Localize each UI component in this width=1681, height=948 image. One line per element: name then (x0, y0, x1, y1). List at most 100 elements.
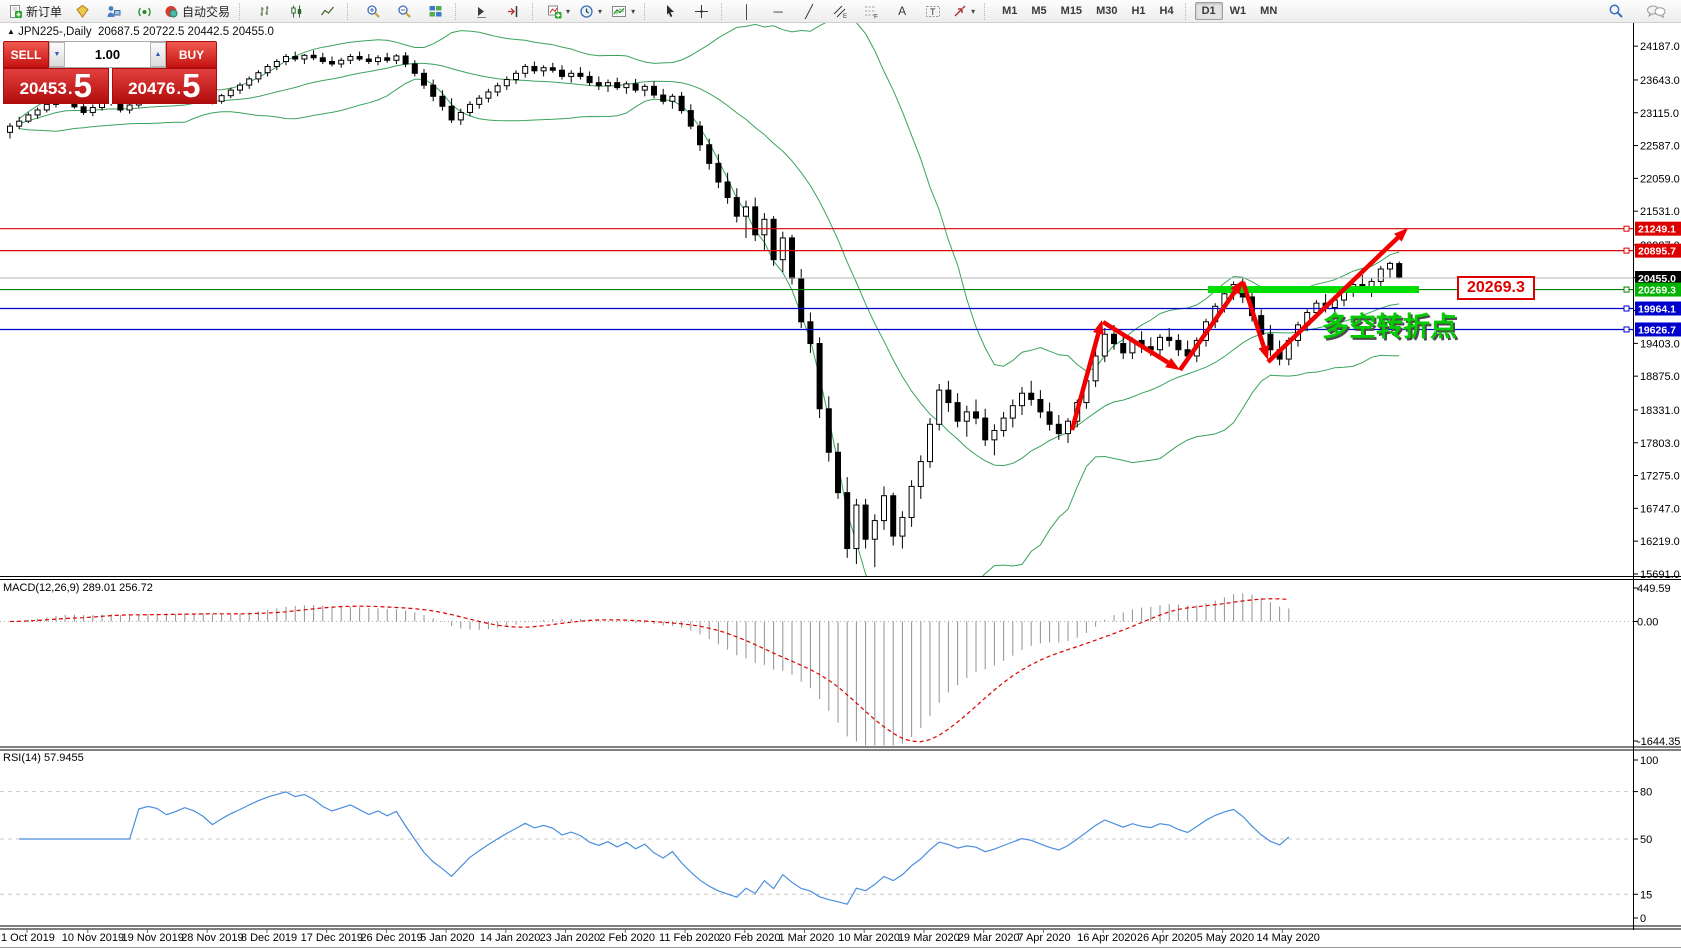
svg-text:F: F (874, 13, 878, 19)
toolbar-separator (644, 3, 651, 20)
timeframe-w1[interactable]: W1 (1223, 2, 1254, 20)
svg-text:23643.0: 23643.0 (1640, 75, 1680, 87)
cursor-button[interactable] (655, 0, 685, 22)
timeframe-m1[interactable]: M1 (995, 2, 1024, 20)
zoom-in-button[interactable] (358, 0, 388, 22)
turning-point-annotation[interactable]: 多空转折点 (1322, 305, 1457, 344)
chat-icon (1646, 4, 1666, 19)
chart-shift-button[interactable] (497, 0, 527, 22)
sell-price-dot: . (68, 77, 73, 101)
toolbar-separator (532, 3, 539, 20)
volume-increase-button[interactable]: ▲ (150, 42, 166, 67)
hline-handle[interactable] (1624, 327, 1629, 332)
timeframe-d1[interactable]: D1 (1195, 2, 1223, 20)
svg-text:20895.7: 20895.7 (1638, 246, 1676, 258)
date-label: 5 Jan 2020 (420, 932, 474, 944)
date-label: 14 Jan 2020 (480, 932, 541, 944)
bar-chart-button[interactable] (250, 0, 280, 22)
indicators-button[interactable]: ▾ (543, 0, 574, 22)
tile-windows-button[interactable] (420, 0, 450, 22)
volume-decrease-button[interactable]: ▼ (49, 42, 65, 67)
timeframe-h4[interactable]: H4 (1153, 2, 1181, 20)
svg-text:0.00: 0.00 (1637, 616, 1658, 628)
periods-button[interactable]: ▾ (575, 0, 606, 22)
new-order-label: 新订单 (26, 3, 62, 20)
svg-text:19964.1: 19964.1 (1638, 304, 1676, 316)
fibonacci-icon: F (863, 4, 879, 19)
new-order-button[interactable]: 新订单 (4, 0, 66, 22)
zoom-out-button[interactable] (389, 0, 419, 22)
channel-button[interactable]: E (825, 0, 855, 22)
svg-text:17275.0: 17275.0 (1640, 471, 1680, 483)
hline-handle[interactable] (1624, 226, 1629, 231)
auto-scroll-icon (474, 4, 489, 19)
templates-icon (611, 4, 627, 19)
svg-text:24187.0: 24187.0 (1640, 41, 1680, 53)
terminal-button[interactable] (98, 0, 128, 22)
timeframe-m30[interactable]: M30 (1089, 2, 1124, 20)
line-chart-icon (320, 4, 335, 19)
text-button[interactable]: A (887, 0, 917, 22)
date-label: 8 Dec 2019 (241, 932, 297, 944)
text-label-button[interactable]: T (918, 0, 948, 22)
hline-handle[interactable] (1624, 306, 1629, 311)
search-icon (1608, 3, 1624, 19)
date-label: 17 Dec 2019 (301, 932, 363, 944)
volume-input[interactable] (65, 42, 150, 67)
buy-button[interactable]: BUY (166, 41, 217, 68)
toolbar-separator (1185, 3, 1192, 20)
arrows-icon (953, 4, 967, 18)
line-chart-button[interactable] (312, 0, 342, 22)
buy-price-dot: . (176, 77, 181, 101)
svg-text:20269.3: 20269.3 (1638, 285, 1676, 297)
zoom-in-icon (366, 4, 381, 19)
indicators-icon (547, 4, 562, 19)
timeframe-m15[interactable]: M15 (1054, 2, 1089, 20)
trendline-button[interactable]: ╱ (794, 0, 824, 22)
buy-price[interactable]: 20476 . 5 (112, 68, 218, 104)
search-button[interactable] (1601, 0, 1631, 22)
fibonacci-button[interactable]: F (856, 0, 886, 22)
timeframe-h1[interactable]: H1 (1124, 2, 1152, 20)
tile-windows-icon (428, 4, 443, 19)
svg-text:T: T (930, 7, 936, 17)
timeframe-m5[interactable]: M5 (1024, 2, 1053, 20)
sell-button[interactable]: SELL (3, 41, 49, 68)
horizontal-line-icon: ─ (773, 5, 782, 18)
crosshair-button[interactable] (686, 0, 716, 22)
terminal-icon (105, 4, 121, 19)
sell-price[interactable]: 20453 . 5 (3, 68, 109, 104)
profile-button[interactable] (67, 0, 97, 22)
svg-text:16747.0: 16747.0 (1640, 503, 1680, 515)
svg-text:17803.0: 17803.0 (1640, 438, 1680, 450)
horizontal-line-button[interactable]: ─ (763, 0, 793, 22)
svg-text:80: 80 (1640, 787, 1652, 799)
candlestick-chart-button[interactable] (281, 0, 311, 22)
templates-button[interactable]: ▾ (607, 0, 639, 22)
timeframe-mn[interactable]: MN (1253, 2, 1284, 20)
autotrading-button[interactable]: 自动交易 (160, 0, 234, 22)
text-icon: A (898, 5, 906, 18)
date-label: 2 Feb 2020 (599, 932, 655, 944)
date-label: 28 Nov 2019 (181, 932, 243, 944)
date-label: 20 Feb 2020 (719, 932, 781, 944)
level-price-label[interactable]: 20269.3 (1457, 276, 1535, 300)
signal-button[interactable] (129, 0, 159, 22)
toolbar-separator (455, 3, 462, 20)
vertical-line-button[interactable]: │ (732, 0, 762, 22)
chart-title-symbol: JPN225-,Daily (18, 26, 92, 38)
arrows-button[interactable]: ▾ (949, 0, 979, 22)
hline-handle[interactable] (1624, 287, 1629, 292)
dropdown-caret: ▾ (566, 7, 570, 16)
hline-handle[interactable] (1624, 248, 1629, 253)
svg-text:50: 50 (1640, 834, 1652, 846)
auto-scroll-button[interactable] (466, 0, 496, 22)
signal-icon (137, 4, 152, 19)
svg-text:21531.0: 21531.0 (1640, 206, 1680, 218)
volume-spinner: ▼ ▲ (49, 41, 166, 68)
chat-button[interactable] (1641, 0, 1671, 22)
one-click-trade-panel: SELL ▼ ▲ BUY 20453 . 5 20476 . 5 (3, 41, 217, 104)
